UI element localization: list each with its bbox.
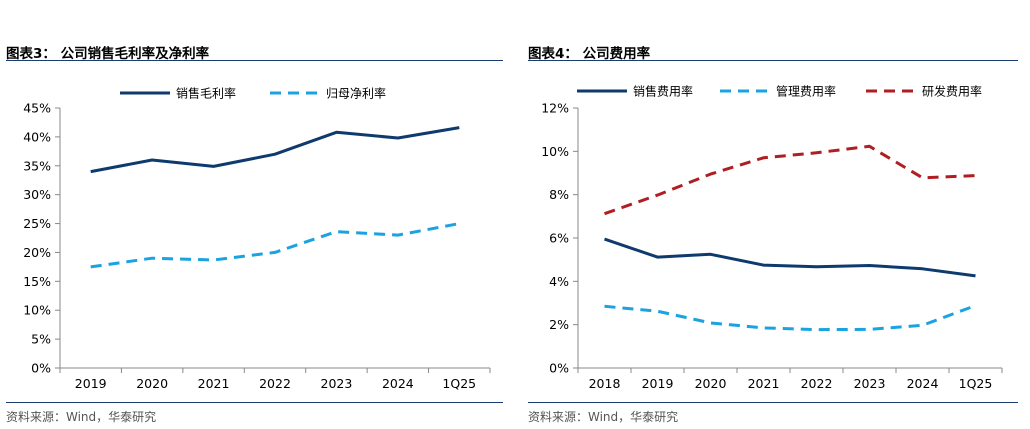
- x-tick-label: 2018: [589, 376, 621, 391]
- x-tick-label: 2019: [75, 376, 107, 391]
- left-chart-panel: 图表3： 公司销售毛利率及净利率 0% 5% 10% 15% 20% 25% 30% 35% 4…: [6, 46, 503, 424]
- y-tick-label: 8%: [549, 187, 569, 202]
- margin-chart: 0% 5% 10% 15% 20% 25% 30% 35% 40% 45% 2019 2020 2021…: [23, 86, 491, 391]
- title-divider: [6, 60, 503, 61]
- x-tick-label: 2021: [198, 376, 230, 391]
- y-tick-label: 20%: [23, 245, 51, 260]
- legend-label: 管理费用率: [776, 84, 836, 99]
- x-tick-label: 2022: [259, 376, 291, 391]
- y-tick-label: 6%: [549, 231, 569, 246]
- x-tick-label: 2020: [695, 376, 727, 391]
- legend-label: 归母净利率: [326, 86, 386, 101]
- y-tick-label: 2%: [549, 317, 569, 332]
- y-tick-label: 45%: [23, 101, 51, 116]
- y-tick-label: 25%: [23, 216, 51, 231]
- series-line: [604, 237, 976, 278]
- series-line: [90, 222, 460, 269]
- legend-label: 研发费用率: [922, 84, 982, 99]
- bottom-divider: [528, 402, 1018, 403]
- x-tick-label: 2019: [642, 376, 674, 391]
- expense-ratio-chart: 0% 2% 4% 6% 8% 10% 12% 2018 2019 2020 2021 2022 2023…: [541, 84, 1003, 391]
- y-tick-label: 12%: [541, 101, 569, 116]
- bottom-divider: [6, 402, 503, 403]
- y-tick-label: 30%: [23, 187, 51, 202]
- right-chart-panel: 图表4： 公司费用率 0% 2% 4% 6% 8% 10% 12% 2018 2019 2020 2…: [522, 0, 1030, 429]
- source-note: 资料来源：Wind，华泰研究: [6, 410, 157, 424]
- figure-title: 图表4： 公司费用率: [528, 46, 651, 62]
- y-tick-label: 0%: [549, 361, 569, 376]
- legend-label: 销售费用率: [633, 84, 693, 99]
- y-tick-label: 40%: [23, 129, 51, 144]
- x-tick-label: 2022: [801, 376, 833, 391]
- title-divider: [528, 60, 1018, 61]
- x-tick-label: 2024: [907, 376, 939, 391]
- y-tick-label: 4%: [549, 274, 569, 289]
- x-tick-label: 1Q25: [442, 376, 476, 391]
- legend-label: 销售毛利率: [176, 86, 236, 101]
- source-note: 资料来源：Wind，华泰研究: [528, 410, 679, 424]
- series-line: [604, 144, 976, 216]
- y-tick-label: 10%: [541, 144, 569, 159]
- x-tick-label: 2021: [748, 376, 780, 391]
- x-tick-label: 2023: [321, 376, 353, 391]
- x-tick-label: 2024: [382, 376, 414, 391]
- x-tick-label: 2023: [854, 376, 886, 391]
- series-line: [90, 126, 460, 174]
- y-tick-label: 10%: [23, 303, 51, 318]
- figure-title: 图表3： 公司销售毛利率及净利率: [6, 46, 210, 62]
- y-tick-label: 5%: [31, 332, 51, 347]
- x-tick-label: 2020: [136, 376, 168, 391]
- y-tick-label: 35%: [23, 158, 51, 173]
- y-tick-label: 0%: [31, 361, 51, 376]
- x-tick-label: 1Q25: [959, 376, 993, 391]
- series-line: [604, 304, 977, 332]
- y-tick-label: 15%: [23, 274, 51, 289]
